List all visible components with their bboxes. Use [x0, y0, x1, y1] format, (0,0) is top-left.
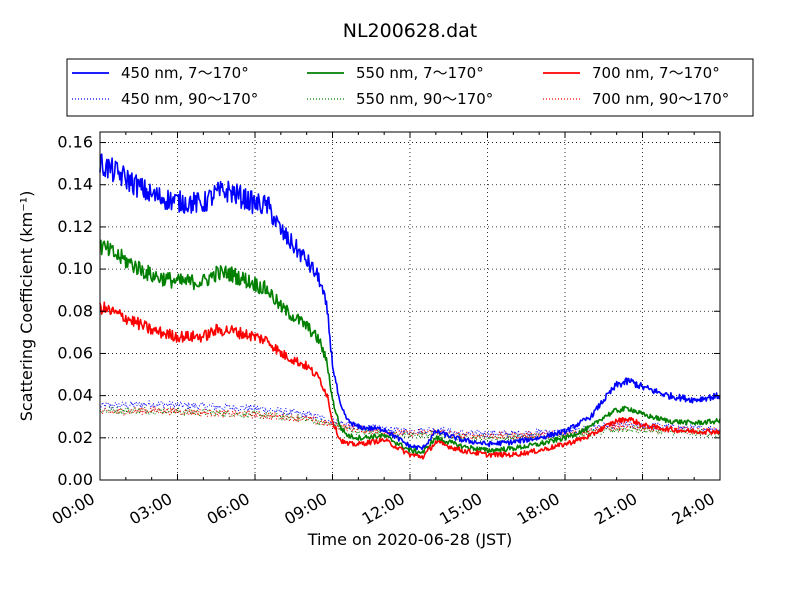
plot-series	[99, 153, 721, 460]
y-tick-label: 0.14	[57, 175, 93, 194]
legend-label-4: 700 nm, 7～170°	[592, 64, 720, 82]
y-tick-label: 0.12	[57, 217, 93, 236]
x-tick-label: 09:00	[281, 489, 330, 529]
legend-label-3: 550 nm, 90～170°	[356, 90, 493, 108]
y-tick-label: 0.08	[57, 301, 93, 320]
x-tick-label: 18:00	[514, 489, 563, 529]
y-tick-label: 0.00	[57, 470, 93, 489]
legend: 450 nm, 7～170° 450 nm, 90～170° 550 nm, 7～1…	[66, 58, 754, 117]
y-tick-label: 0.06	[57, 343, 93, 362]
y-axis-label: Scattering Coefficient (km⁻¹)	[17, 191, 36, 422]
x-tick-label: 06:00	[204, 489, 253, 529]
legend-frame	[66, 58, 754, 117]
series-line-2	[99, 239, 721, 455]
grid	[100, 132, 720, 480]
series-line-4	[99, 301, 721, 460]
chart-title: NL200628.dat	[343, 20, 478, 42]
legend-label-5: 700 nm, 90～170°	[592, 90, 729, 108]
x-tick-label: 24:00	[669, 489, 718, 529]
x-tick-label: 00:00	[49, 489, 98, 529]
y-tick-label: 0.10	[57, 259, 93, 278]
legend-label-0: 450 nm, 7～170°	[121, 64, 249, 82]
x-tick-label: 03:00	[126, 489, 175, 529]
x-tick-label: 12:00	[359, 489, 408, 529]
x-tick-label: 15:00	[436, 489, 485, 529]
y-tick-label: 0.16	[57, 133, 93, 152]
y-tick-label: 0.02	[57, 428, 93, 447]
x-axis-label: Time on 2020-06-28 (JST)	[307, 530, 512, 549]
series-line-0	[99, 153, 721, 451]
legend-label-1: 450 nm, 90～170°	[121, 90, 258, 108]
legend-label-2: 550 nm, 7～170°	[356, 64, 484, 82]
x-tick-label: 21:00	[591, 489, 640, 529]
y-tick-label: 0.04	[57, 386, 93, 405]
series-line-5	[99, 406, 721, 440]
